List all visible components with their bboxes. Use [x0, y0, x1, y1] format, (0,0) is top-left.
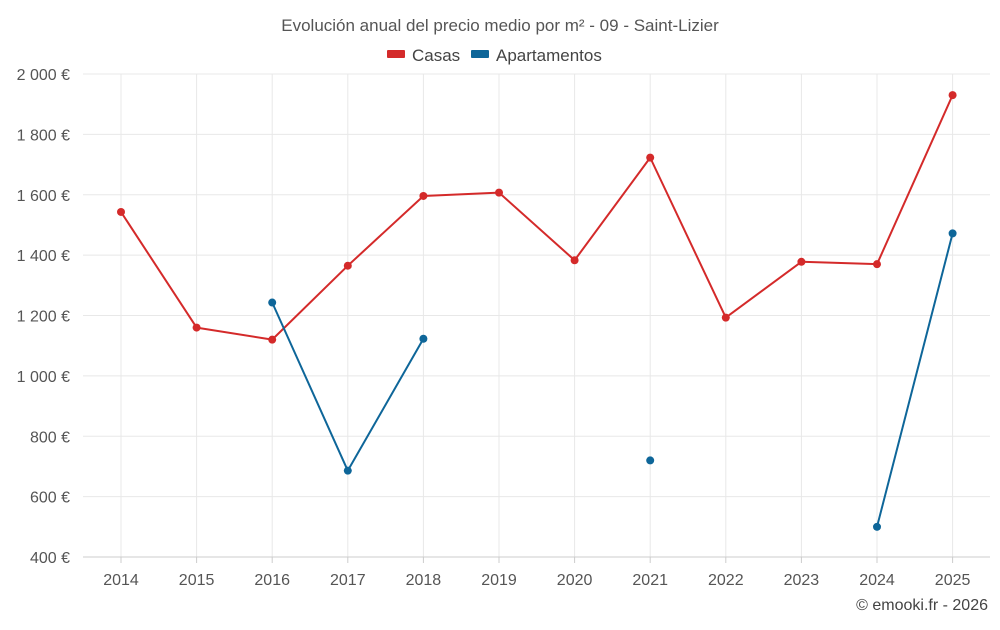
series-lines — [120, 94, 954, 528]
x-tick-label: 2025 — [935, 572, 971, 589]
data-point-apartamentos[interactable] — [343, 466, 352, 475]
data-point-casas[interactable] — [797, 257, 806, 266]
gridlines — [83, 73, 990, 558]
legend-label-apartamentos: Apartamentos — [496, 46, 602, 65]
data-point-apartamentos[interactable] — [948, 229, 957, 238]
series-line-apartamentos — [876, 232, 954, 528]
y-tick-label: 1 800 € — [17, 127, 70, 144]
legend-label-casas: Casas — [412, 46, 460, 65]
data-point-casas[interactable] — [268, 335, 277, 344]
data-point-apartamentos[interactable] — [646, 456, 655, 465]
x-tick-label: 2024 — [859, 572, 895, 589]
data-point-casas[interactable] — [948, 91, 957, 100]
y-tick-label: 2 000 € — [17, 67, 70, 84]
x-tick-label: 2020 — [557, 572, 593, 589]
legend-item-casas[interactable]: Casas — [387, 46, 460, 65]
x-tick-label: 2014 — [103, 572, 139, 589]
data-point-apartamentos[interactable] — [268, 298, 277, 307]
data-point-casas[interactable] — [873, 260, 881, 269]
x-tick-label: 2015 — [179, 572, 215, 589]
legend-swatch-casas — [387, 50, 405, 58]
x-tick-label: 2021 — [632, 572, 668, 589]
y-tick-label: 800 € — [30, 429, 70, 446]
y-tick-label: 1 200 € — [17, 309, 70, 326]
legend-swatch-apartamentos — [471, 50, 489, 58]
data-point-casas[interactable] — [117, 207, 125, 216]
legend-item-apartamentos[interactable]: Apartamentos — [471, 46, 602, 65]
y-tick-label: 400 € — [30, 550, 70, 567]
data-points — [117, 91, 957, 531]
data-point-casas[interactable] — [721, 313, 730, 322]
y-tick-label: 1 400 € — [17, 248, 70, 265]
credit-text: © emooki.fr - 2026 — [856, 597, 988, 614]
y-tick-label: 1 000 € — [17, 369, 70, 386]
axes: 400 € 600 € 800 € 1 000 € 1 200 € 1 400 € 1 60… — [17, 67, 990, 589]
x-tick-label: 2022 — [708, 572, 744, 589]
data-point-apartamentos[interactable] — [873, 522, 881, 531]
data-point-casas[interactable] — [343, 261, 352, 270]
chart-title: Evolución anual del precio medio por m² … — [281, 16, 719, 35]
y-tick-label: 1 600 € — [17, 188, 70, 205]
x-tick-label: 2023 — [784, 572, 820, 589]
data-point-casas[interactable] — [192, 323, 201, 332]
data-point-apartamentos[interactable] — [419, 334, 428, 343]
series-line-casas — [120, 94, 954, 341]
data-point-casas[interactable] — [570, 256, 579, 265]
x-tick-label: 2019 — [481, 572, 517, 589]
x-tick-label: 2016 — [254, 572, 290, 589]
x-tick-label: 2017 — [330, 572, 366, 589]
data-point-casas[interactable] — [646, 153, 655, 162]
x-tick-label: 2018 — [406, 572, 442, 589]
data-point-casas[interactable] — [419, 191, 428, 200]
legend: Casas Apartamentos — [387, 46, 602, 65]
data-point-casas[interactable] — [495, 188, 503, 197]
y-tick-label: 600 € — [30, 490, 70, 507]
